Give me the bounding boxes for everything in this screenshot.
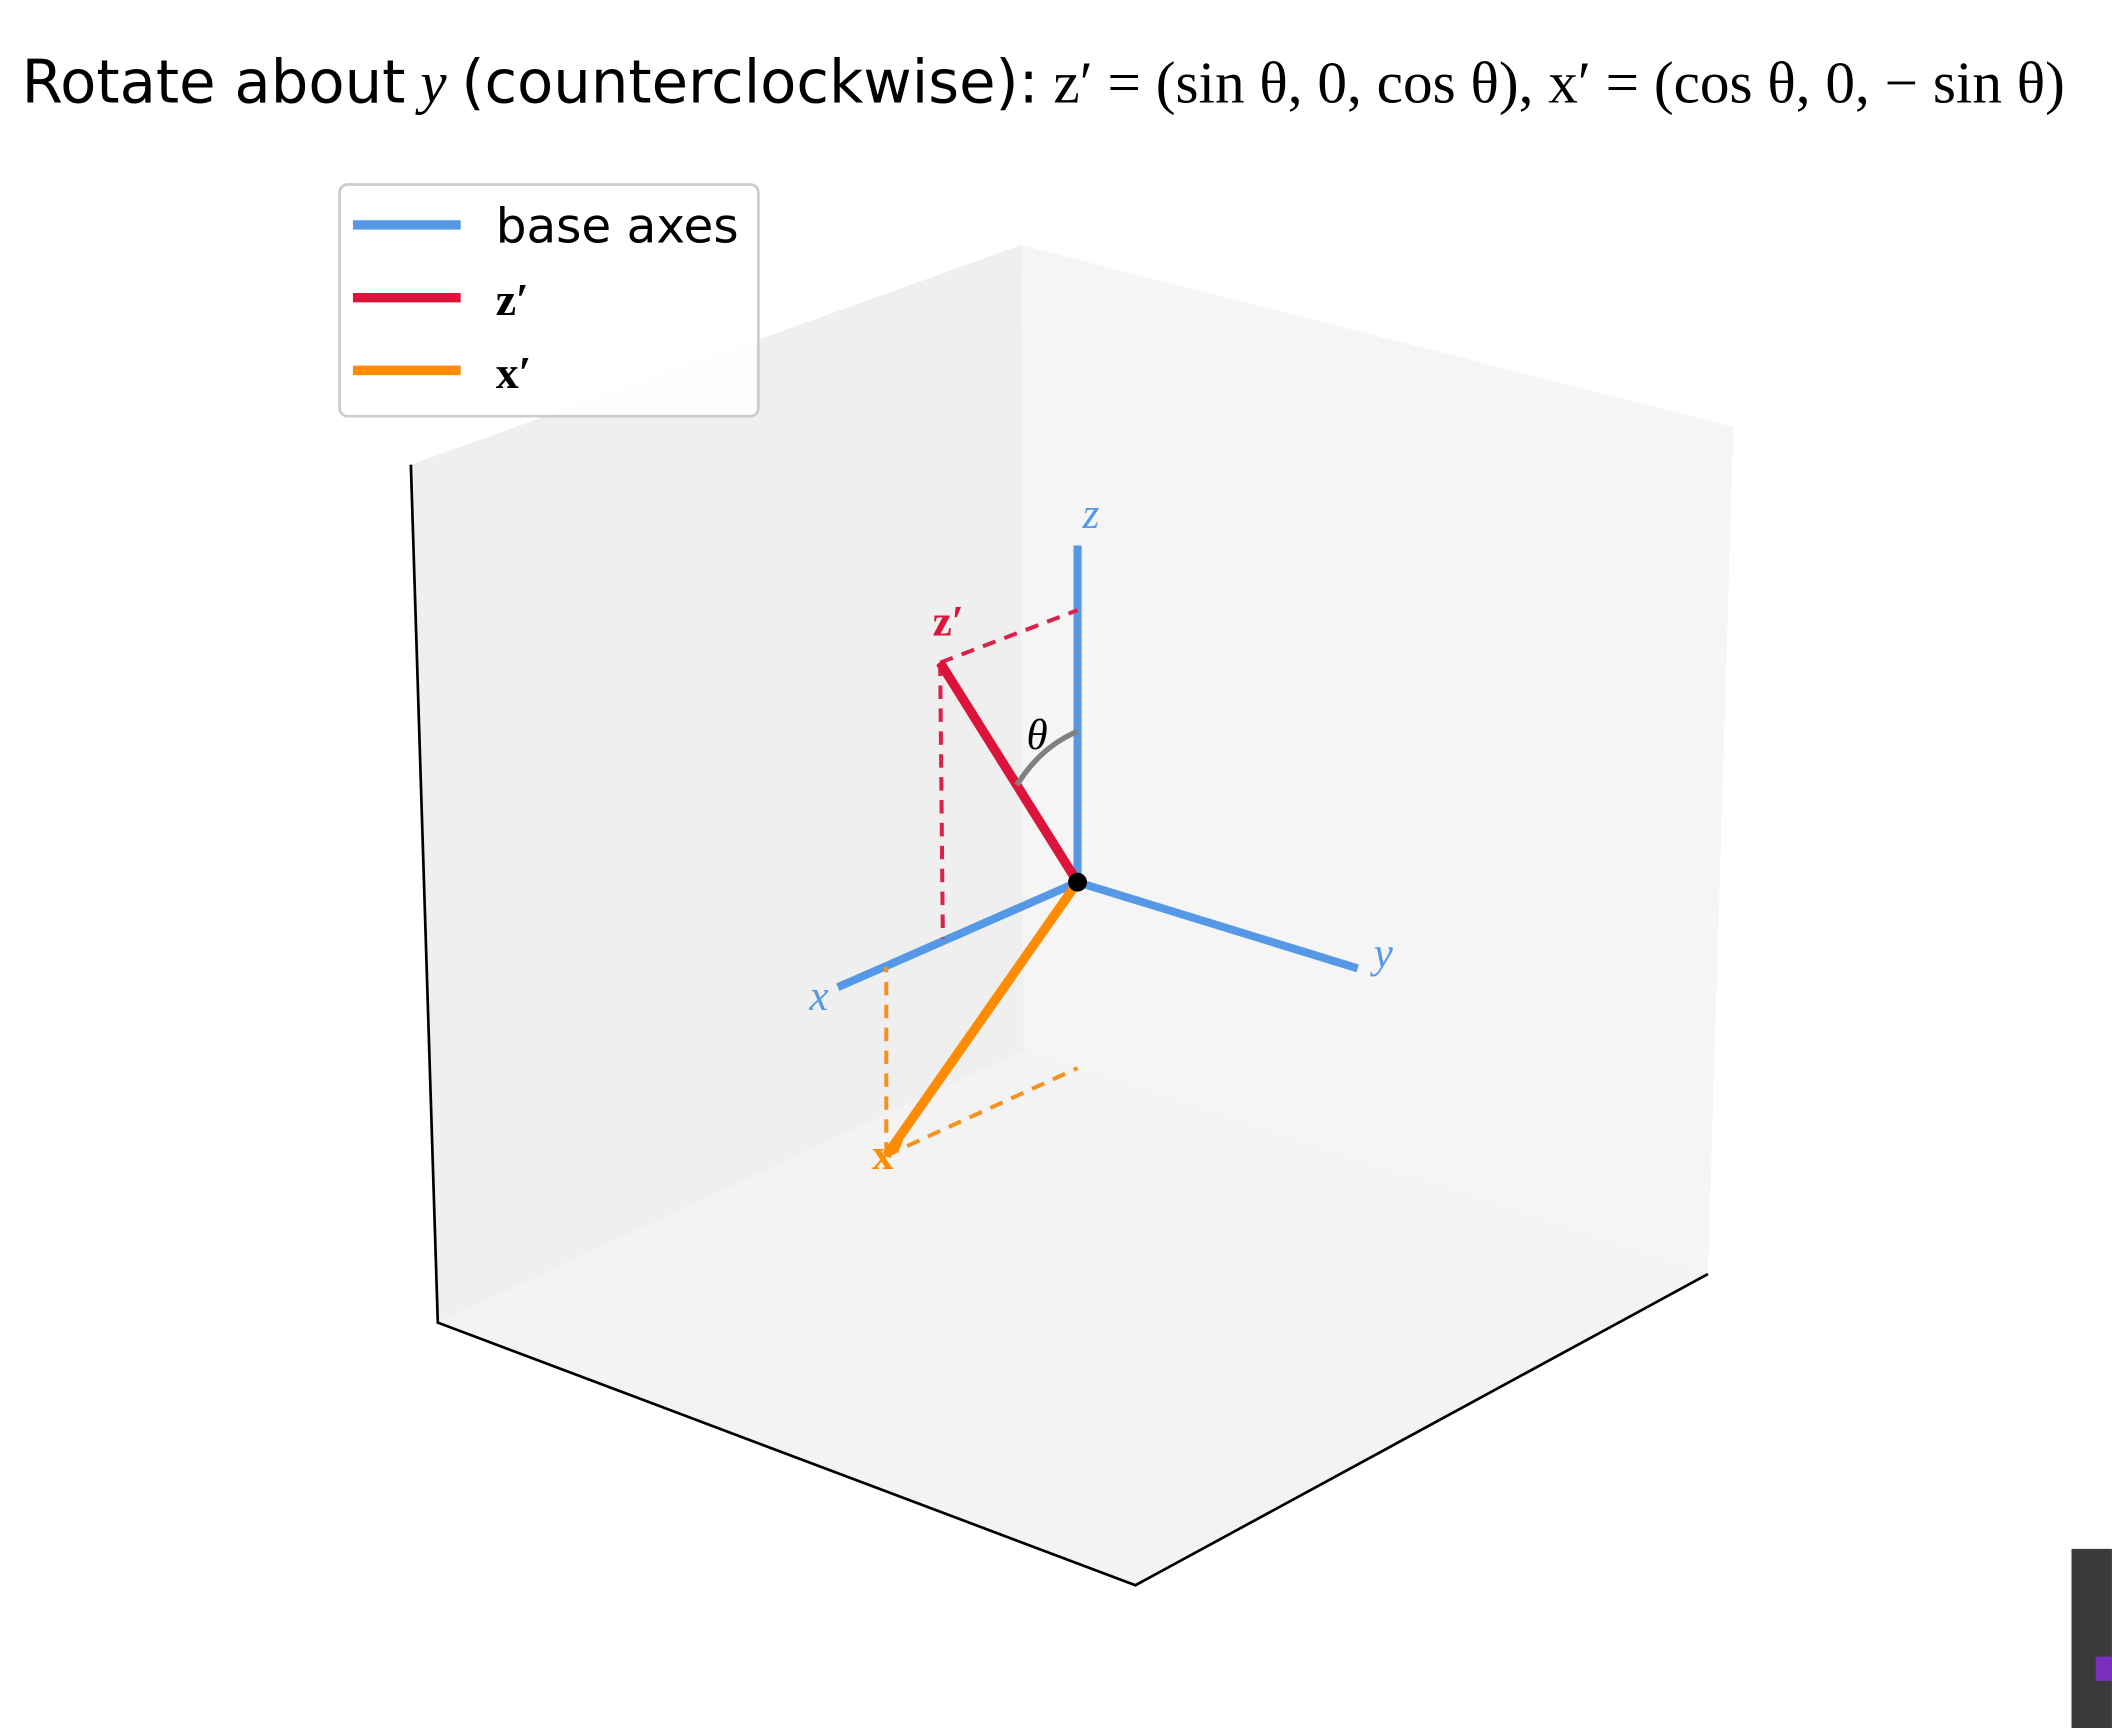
title-axis: y [415, 49, 447, 115]
z-prime-proj [939, 608, 1079, 665]
y-label: y [1370, 930, 1394, 977]
legend-label: x′ [496, 347, 532, 398]
vectors [836, 545, 1359, 1159]
taskbar-widget [2071, 1548, 2112, 1728]
legend-box [338, 183, 760, 418]
x-prime-proj [885, 1066, 1079, 1158]
title-formula-z: z′ = (sin θ, 0, cos θ), [1053, 49, 1533, 115]
title-prefix: Rotate about [22, 47, 406, 116]
z-prime-vector [936, 660, 1082, 885]
pane-floor [437, 1050, 1708, 1586]
app-icon[interactable] [2095, 1656, 2112, 1681]
x-axis [836, 878, 1080, 991]
legend: base axes z′ x′ [338, 183, 760, 418]
y-axis [1076, 878, 1359, 973]
z-prime-label: z′ [933, 599, 964, 646]
x-label: x [808, 973, 828, 1020]
z-label: z [1082, 491, 1100, 538]
x-prime-vector [882, 879, 1082, 1159]
title: Rotate about y (counterclockwise): z′ = … [22, 47, 2065, 116]
x-prime-label: x′ [872, 1132, 906, 1179]
legend-label: z′ [496, 274, 529, 325]
legend-label: base axes [496, 198, 739, 254]
pane-left [410, 245, 1024, 1323]
z-prime-proj [938, 662, 945, 939]
theta-arc [1014, 728, 1079, 787]
title-formula-x: x′ = (cos θ, 0, − sin θ) [1548, 49, 2065, 115]
title-mode: (counterclockwise): [461, 47, 1038, 116]
pane-right [1020, 245, 1734, 1275]
axis-edges [409, 464, 1709, 1587]
labels: z x y z′ x′ θ [808, 491, 1393, 1179]
theta-label: θ [1027, 712, 1048, 759]
origin [1068, 872, 1087, 892]
